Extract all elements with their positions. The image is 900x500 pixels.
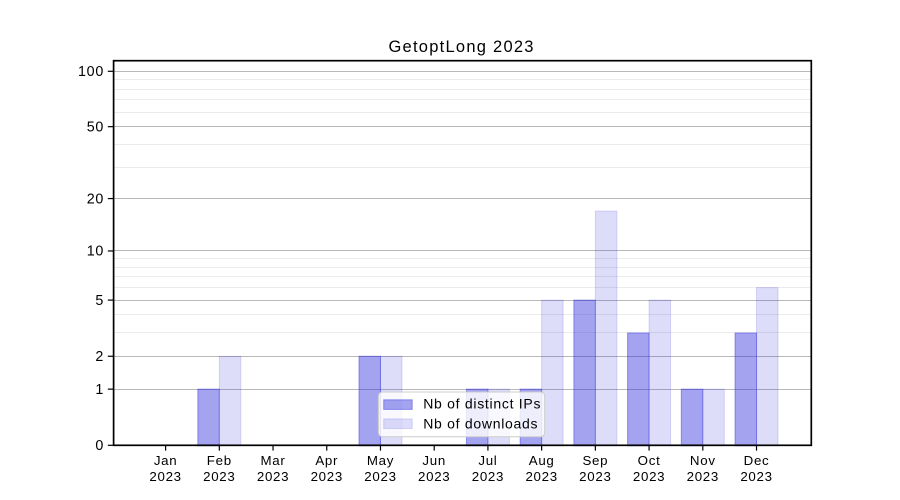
svg-text:2023: 2023: [633, 469, 665, 484]
svg-text:50: 50: [87, 119, 104, 135]
svg-text:Dec: Dec: [744, 453, 770, 468]
svg-text:Jun: Jun: [422, 453, 446, 468]
svg-text:Sep: Sep: [582, 453, 608, 468]
svg-text:2: 2: [95, 349, 104, 365]
svg-text:2023: 2023: [257, 469, 289, 484]
svg-text:2023: 2023: [364, 469, 396, 484]
svg-text:Oct: Oct: [638, 453, 661, 468]
svg-text:20: 20: [87, 191, 104, 207]
svg-text:Apr: Apr: [315, 453, 338, 468]
svg-text:2023: 2023: [687, 469, 719, 484]
svg-text:Mar: Mar: [261, 453, 286, 468]
svg-text:Jan: Jan: [154, 453, 178, 468]
svg-text:100: 100: [78, 64, 104, 80]
svg-text:Aug: Aug: [529, 453, 555, 468]
svg-text:Nb of distinct IPs: Nb of distinct IPs: [423, 395, 541, 411]
svg-text:5: 5: [95, 293, 104, 309]
svg-text:10: 10: [87, 244, 104, 260]
svg-text:Nb of downloads: Nb of downloads: [423, 415, 538, 431]
svg-text:1: 1: [95, 382, 104, 398]
svg-text:Jul: Jul: [478, 453, 497, 468]
svg-text:2023: 2023: [579, 469, 611, 484]
svg-text:GetoptLong 2023: GetoptLong 2023: [388, 38, 534, 56]
svg-text:2023: 2023: [740, 469, 772, 484]
svg-text:2023: 2023: [149, 469, 181, 484]
svg-text:May: May: [367, 453, 394, 468]
svg-text:2023: 2023: [203, 469, 235, 484]
svg-text:2023: 2023: [472, 469, 504, 484]
svg-text:Feb: Feb: [207, 453, 232, 468]
svg-text:0: 0: [95, 438, 104, 454]
svg-text:2023: 2023: [525, 469, 557, 484]
svg-text:2023: 2023: [311, 469, 343, 484]
svg-text:Nov: Nov: [690, 453, 716, 468]
svg-text:2023: 2023: [418, 469, 450, 484]
